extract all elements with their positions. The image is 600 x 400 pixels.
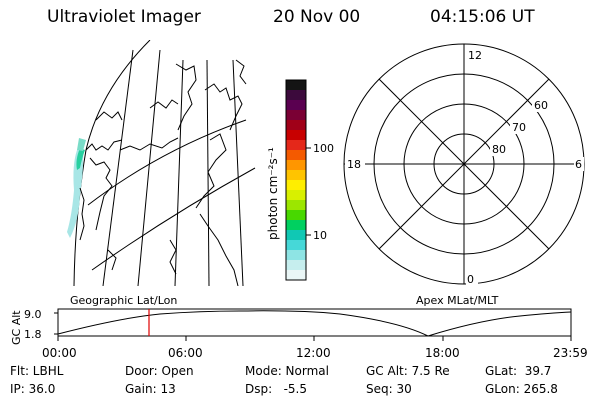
colorbar-band bbox=[286, 100, 306, 111]
timeline-ylabel: GC Alt bbox=[10, 310, 23, 345]
mlt-label-12: 12 bbox=[468, 49, 482, 62]
meridian-line bbox=[232, 59, 244, 286]
colorbar-band bbox=[286, 260, 306, 271]
aurora-emission bbox=[67, 138, 86, 238]
colorbar-band bbox=[286, 200, 306, 211]
mlt-label-6: 6 bbox=[575, 158, 582, 171]
earth-limb bbox=[73, 40, 151, 286]
colorbar-band bbox=[286, 110, 306, 121]
orbit-timeline bbox=[54, 308, 572, 341]
time-label: 04:15:06 UT bbox=[430, 7, 535, 27]
status-ip: IP: 36.0 bbox=[10, 382, 56, 396]
colorbar-band bbox=[286, 230, 306, 241]
coastline bbox=[79, 59, 247, 286]
lat-label-70: 70 bbox=[512, 121, 526, 134]
time-label-1200: 12:00 bbox=[296, 346, 331, 360]
status-dsp: Dsp: -5.5 bbox=[245, 382, 308, 396]
colorbar-band bbox=[286, 270, 306, 281]
status-seq: Seq: 30 bbox=[366, 382, 412, 396]
timeline-frame bbox=[57, 308, 572, 337]
colorbar-band bbox=[286, 130, 306, 141]
parallel-line bbox=[87, 119, 247, 206]
colorbar-band bbox=[286, 90, 306, 101]
alt-tick-label-bottom: 1.8 bbox=[24, 328, 42, 341]
colorbar-frame bbox=[285, 79, 307, 281]
mlt-label-18: 18 bbox=[347, 158, 361, 171]
time-label-2359: 23:59 bbox=[553, 346, 588, 360]
parallel-line bbox=[91, 167, 256, 271]
polar-plot bbox=[343, 43, 585, 285]
colorbar-band bbox=[286, 140, 306, 151]
colorbar-band bbox=[286, 120, 306, 131]
colorbar-band bbox=[286, 170, 306, 181]
mlt-label-0: 0 bbox=[467, 273, 474, 286]
alt-tick-label-top: 9.0 bbox=[24, 308, 42, 321]
colorbar-band bbox=[286, 190, 306, 201]
colorbar-label: photon cm⁻²s⁻¹ bbox=[266, 147, 280, 240]
lat-label-60: 60 bbox=[534, 99, 548, 112]
geographic-map bbox=[67, 40, 256, 286]
lat-label-80: 80 bbox=[492, 143, 506, 156]
status-door: Door: Open bbox=[125, 364, 194, 378]
meridian-line bbox=[174, 59, 184, 286]
colorbar-band bbox=[286, 220, 306, 231]
status-mode: Mode: Normal bbox=[245, 364, 329, 378]
date-label: 20 Nov 00 bbox=[273, 7, 361, 27]
status-glon: GLon: 265.8 bbox=[485, 382, 558, 396]
colorbar-band bbox=[286, 240, 306, 251]
time-label-1800: 18:00 bbox=[425, 346, 460, 360]
map-caption: Geographic Lat/Lon bbox=[70, 294, 177, 307]
altitude-curve bbox=[57, 310, 572, 337]
status-gain: Gain: 13 bbox=[125, 382, 176, 396]
time-label-0600: 06:00 bbox=[168, 346, 203, 360]
colorbar-band bbox=[286, 180, 306, 191]
instrument-title: Ultraviolet Imager bbox=[47, 7, 201, 27]
colorbar-band bbox=[286, 160, 306, 171]
colorbar-band bbox=[286, 250, 306, 261]
colorbar-band bbox=[286, 80, 306, 91]
polar-diagonal bbox=[378, 78, 550, 250]
status-glat: GLat: 39.7 bbox=[485, 364, 552, 378]
meridian-line bbox=[102, 49, 134, 286]
colorbar-band bbox=[286, 150, 306, 161]
meridian-line bbox=[137, 49, 161, 286]
polar-caption: Apex MLat/MLT bbox=[416, 294, 499, 307]
colorbar-gradient bbox=[286, 80, 306, 281]
status-gc-alt: GC Alt: 7.5 Re bbox=[366, 364, 450, 378]
colorbar-tick-label-10: 10 bbox=[313, 229, 327, 242]
colorbar-tick-label-100: 100 bbox=[313, 142, 334, 155]
time-label-0000: 00:00 bbox=[42, 346, 77, 360]
status-filter: Flt: LBHL bbox=[10, 364, 64, 378]
colorbar-band bbox=[286, 210, 306, 221]
